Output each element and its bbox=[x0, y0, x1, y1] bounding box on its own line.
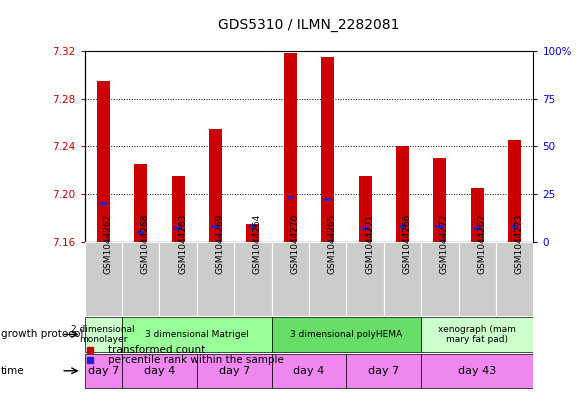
Text: percentile rank within the sample: percentile rank within the sample bbox=[108, 354, 284, 365]
Text: GSM1044269: GSM1044269 bbox=[216, 214, 224, 274]
Bar bbox=[122, 354, 196, 388]
Bar bbox=[287, 196, 294, 199]
Bar bbox=[321, 57, 334, 242]
Text: time: time bbox=[1, 366, 25, 376]
Bar bbox=[209, 129, 222, 242]
Bar bbox=[85, 242, 122, 316]
Bar bbox=[399, 225, 406, 228]
Bar bbox=[421, 354, 533, 388]
Bar bbox=[496, 242, 533, 316]
Bar bbox=[459, 242, 496, 316]
Bar bbox=[85, 354, 122, 388]
Bar bbox=[196, 354, 272, 388]
Bar bbox=[97, 81, 110, 242]
Bar bbox=[234, 242, 272, 316]
Text: GSM1044265: GSM1044265 bbox=[328, 214, 337, 274]
Text: GSM1044271: GSM1044271 bbox=[365, 214, 374, 274]
Bar bbox=[174, 227, 182, 230]
Bar bbox=[134, 164, 147, 242]
Bar bbox=[122, 317, 272, 352]
Bar bbox=[159, 242, 197, 316]
Bar bbox=[474, 227, 481, 230]
Bar bbox=[361, 227, 368, 230]
Text: day 7: day 7 bbox=[368, 366, 399, 376]
Text: 3 dimensional polyHEMA: 3 dimensional polyHEMA bbox=[290, 330, 402, 339]
Text: GDS5310 / ILMN_2282081: GDS5310 / ILMN_2282081 bbox=[218, 18, 400, 32]
Text: growth protocol: growth protocol bbox=[1, 329, 83, 340]
Bar bbox=[346, 354, 421, 388]
Bar bbox=[508, 140, 521, 242]
Text: transformed count: transformed count bbox=[108, 345, 205, 355]
Text: GSM1044268: GSM1044268 bbox=[141, 214, 150, 274]
Text: xenograph (mam
mary fat pad): xenograph (mam mary fat pad) bbox=[438, 325, 517, 344]
Bar bbox=[171, 176, 185, 242]
Bar bbox=[421, 242, 459, 316]
Bar bbox=[346, 242, 384, 316]
Text: GSM1044262: GSM1044262 bbox=[103, 214, 113, 274]
Bar bbox=[272, 317, 422, 352]
Bar bbox=[122, 242, 159, 316]
Bar bbox=[324, 198, 331, 201]
Text: GSM1044267: GSM1044267 bbox=[477, 214, 486, 274]
Bar bbox=[309, 242, 346, 316]
Text: day 4: day 4 bbox=[144, 366, 175, 376]
Text: GSM1044264: GSM1044264 bbox=[253, 214, 262, 274]
Bar bbox=[511, 225, 518, 228]
Bar bbox=[433, 158, 447, 242]
Bar bbox=[247, 224, 259, 242]
Bar bbox=[421, 317, 533, 352]
Bar bbox=[471, 188, 484, 242]
Text: day 7: day 7 bbox=[87, 366, 119, 376]
Bar bbox=[272, 354, 346, 388]
Bar bbox=[384, 242, 421, 316]
Bar bbox=[272, 242, 309, 316]
Text: GSM1044270: GSM1044270 bbox=[290, 214, 299, 274]
Text: day 4: day 4 bbox=[293, 366, 325, 376]
Bar bbox=[250, 225, 257, 228]
Text: GSM1044272: GSM1044272 bbox=[440, 214, 449, 274]
Text: GSM1044266: GSM1044266 bbox=[402, 214, 412, 274]
Bar bbox=[137, 231, 144, 234]
Bar bbox=[196, 242, 234, 316]
Bar bbox=[284, 53, 297, 242]
Text: day 43: day 43 bbox=[458, 366, 497, 376]
Text: GSM1044263: GSM1044263 bbox=[178, 214, 187, 274]
Bar bbox=[396, 146, 409, 242]
Text: day 7: day 7 bbox=[219, 366, 250, 376]
Bar bbox=[100, 202, 107, 205]
Text: 3 dimensional Matrigel: 3 dimensional Matrigel bbox=[145, 330, 249, 339]
Bar bbox=[359, 176, 371, 242]
Text: GSM1044273: GSM1044273 bbox=[515, 214, 524, 274]
Bar bbox=[85, 317, 122, 352]
Bar bbox=[436, 225, 444, 228]
Bar bbox=[212, 225, 219, 228]
Text: 2 dimensional
monolayer: 2 dimensional monolayer bbox=[72, 325, 135, 344]
